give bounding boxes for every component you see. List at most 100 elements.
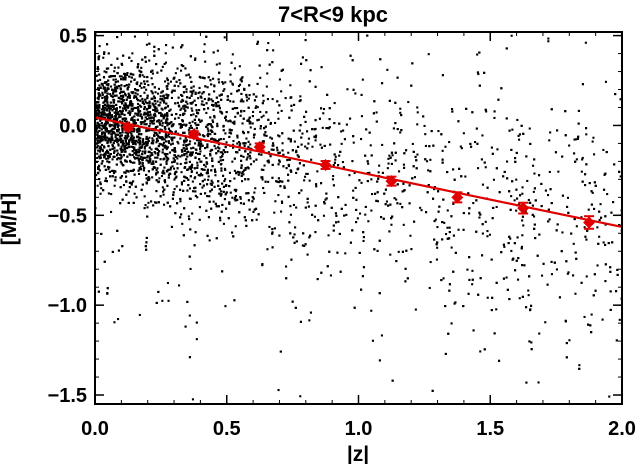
scatter-point bbox=[214, 202, 217, 205]
scatter-point bbox=[117, 111, 120, 114]
scatter-point bbox=[325, 192, 328, 195]
scatter-point bbox=[534, 237, 537, 240]
scatter-point bbox=[198, 153, 201, 156]
scatter-point bbox=[220, 210, 223, 213]
scatter-point bbox=[130, 101, 133, 104]
scatter-point bbox=[122, 99, 125, 102]
scatter-point bbox=[198, 109, 201, 112]
scatter-point bbox=[280, 69, 283, 72]
scatter-point bbox=[147, 161, 150, 164]
scatter-point bbox=[125, 120, 128, 123]
scatter-point bbox=[431, 389, 434, 392]
scatter-point bbox=[149, 154, 152, 157]
scatter-point bbox=[225, 184, 228, 187]
scatter-point bbox=[96, 136, 99, 139]
scatter-point bbox=[476, 53, 479, 56]
scatter-point bbox=[137, 158, 140, 161]
scatter-point bbox=[277, 389, 280, 392]
scatter-point bbox=[188, 153, 191, 156]
scatter-point bbox=[585, 238, 588, 241]
scatter-point bbox=[262, 99, 265, 102]
scatter-point bbox=[340, 142, 343, 145]
scatter-point bbox=[517, 257, 520, 260]
scatter-point bbox=[433, 188, 436, 191]
scatter-point bbox=[146, 179, 149, 182]
scatter-point bbox=[155, 132, 158, 135]
scatter-point bbox=[187, 178, 190, 181]
scatter-point bbox=[163, 157, 166, 160]
scatter-point bbox=[115, 85, 118, 88]
scatter-point bbox=[124, 171, 127, 174]
scatter-point bbox=[152, 104, 155, 107]
scatter-point bbox=[196, 164, 199, 167]
scatter-point bbox=[253, 191, 256, 194]
scatter-point bbox=[590, 313, 593, 316]
scatter-point bbox=[335, 221, 338, 224]
scatter-point bbox=[121, 102, 124, 105]
scatter-point bbox=[161, 98, 164, 101]
scatter-point bbox=[170, 225, 173, 228]
scatter-point bbox=[112, 172, 115, 175]
scatter-point bbox=[174, 171, 177, 174]
scatter-point bbox=[481, 254, 484, 257]
scatter-point bbox=[530, 304, 533, 307]
scatter-point bbox=[216, 125, 219, 128]
scatter-point bbox=[224, 115, 227, 118]
scatter-point bbox=[97, 101, 100, 104]
scatter-point bbox=[566, 272, 569, 275]
scatter-point bbox=[255, 158, 258, 161]
scatter-point bbox=[111, 115, 114, 118]
scatter-point bbox=[495, 205, 498, 208]
scatter-point bbox=[450, 322, 453, 325]
scatter-point bbox=[105, 67, 108, 70]
scatter-point bbox=[124, 150, 127, 153]
scatter-point bbox=[203, 108, 206, 111]
scatter-point bbox=[139, 114, 142, 117]
scatter-point bbox=[395, 198, 398, 201]
x-tick-label: 0.0 bbox=[81, 418, 109, 440]
scatter-point bbox=[148, 177, 151, 180]
y-tick-label: 0.5 bbox=[59, 26, 87, 48]
scatter-point bbox=[164, 52, 167, 55]
scatter-point bbox=[208, 239, 211, 242]
scatter-point bbox=[555, 229, 558, 232]
scatter-point bbox=[252, 160, 255, 163]
binned-point bbox=[187, 128, 200, 141]
scatter-point bbox=[166, 77, 169, 80]
scatter-point bbox=[121, 141, 124, 144]
scatter-point bbox=[502, 277, 505, 280]
scatter-point bbox=[299, 124, 302, 127]
scatter-point bbox=[188, 314, 191, 317]
scatter-point bbox=[113, 150, 116, 153]
scatter-point bbox=[120, 155, 123, 158]
scatter-point bbox=[185, 147, 188, 150]
scatter-point bbox=[155, 173, 158, 176]
scatter-point bbox=[138, 154, 141, 157]
scatter-point bbox=[135, 153, 138, 156]
scatter-point bbox=[375, 199, 378, 202]
scatter-point bbox=[289, 84, 292, 87]
scatter-point bbox=[172, 157, 175, 160]
scatter-point bbox=[254, 106, 257, 109]
scatter-point bbox=[120, 91, 123, 94]
scatter-point bbox=[202, 168, 205, 171]
y-tick-label: 0.0 bbox=[59, 115, 87, 137]
scatter-point bbox=[135, 106, 138, 109]
scatter-point bbox=[264, 125, 267, 128]
scatter-point bbox=[184, 85, 187, 88]
scatter-point bbox=[598, 218, 601, 221]
scatter-point bbox=[255, 218, 258, 221]
scatter-point bbox=[211, 157, 214, 160]
scatter-point bbox=[547, 220, 550, 223]
scatter-point bbox=[138, 69, 141, 72]
scatter-point bbox=[181, 44, 184, 47]
scatter-point bbox=[125, 180, 128, 183]
scatter-point bbox=[232, 143, 235, 146]
scatter-point bbox=[388, 99, 391, 102]
binned-point bbox=[319, 158, 332, 171]
scatter-point bbox=[137, 148, 140, 151]
scatter-point bbox=[123, 171, 126, 174]
scatter-point bbox=[110, 136, 113, 139]
scatter-point bbox=[225, 119, 228, 122]
scatter-point bbox=[311, 128, 314, 131]
